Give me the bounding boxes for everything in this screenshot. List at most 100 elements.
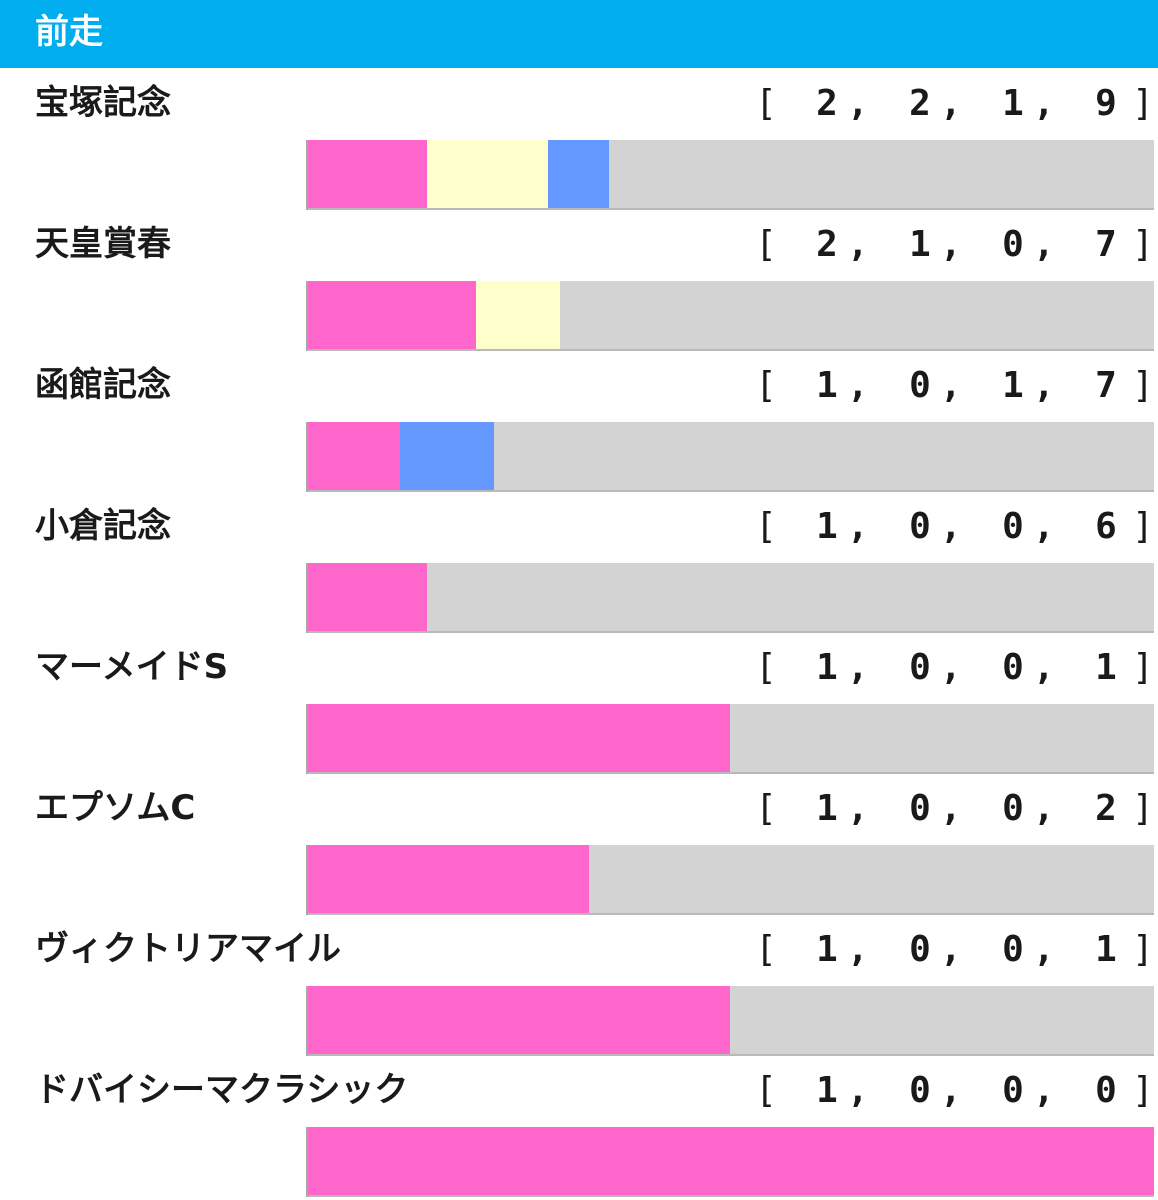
- race-row: エプソムC[1, 0, 0, 2]: [0, 775, 1158, 916]
- record-count: 1: [1095, 646, 1117, 688]
- record-count: 1: [816, 1069, 838, 1111]
- race-name: エプソムC: [35, 788, 196, 828]
- record-open-bracket: [: [755, 223, 777, 265]
- stacked-bar: [306, 563, 1154, 633]
- record-count: 0: [1095, 1069, 1117, 1111]
- record-open-bracket: [: [755, 787, 777, 829]
- stacked-bar: [306, 704, 1154, 774]
- race-row: 宝塚記念[2, 2, 1, 9]: [0, 70, 1158, 211]
- bar-segment-着外: [730, 986, 1154, 1054]
- record-close-bracket: ]: [1132, 1069, 1154, 1111]
- race-row: ヴィクトリアマイル[1, 0, 0, 1]: [0, 916, 1158, 1057]
- record-close-bracket: ]: [1132, 223, 1154, 265]
- record-text: [1, 0, 0, 1]: [755, 642, 1154, 692]
- stacked-bar: [306, 140, 1154, 210]
- bar-segment-2着: [475, 281, 561, 349]
- record-count: 1: [816, 364, 838, 406]
- record-separator: ,: [1033, 787, 1055, 829]
- record-count: 0: [1002, 1069, 1024, 1111]
- record-count: 2: [1095, 787, 1117, 829]
- record-separator: ,: [1033, 928, 1055, 970]
- bar-segment-1着: [306, 845, 589, 913]
- bar-segment-着外: [730, 704, 1154, 772]
- bar-left-edge: [306, 704, 308, 774]
- stacked-bar: [306, 845, 1154, 915]
- record-separator: ,: [847, 646, 869, 688]
- record-count: 1: [816, 505, 838, 547]
- record-text: [1, 0, 0, 0]: [755, 1065, 1154, 1115]
- record-count: 0: [909, 646, 931, 688]
- record-separator: ,: [1033, 223, 1055, 265]
- record-count: 9: [1095, 82, 1117, 124]
- record-separator: ,: [1033, 646, 1055, 688]
- record-text: [2, 2, 1, 9]: [755, 78, 1154, 128]
- race-name: 天皇賞春: [35, 224, 171, 264]
- record-separator: ,: [940, 787, 962, 829]
- record-count: 1: [816, 646, 838, 688]
- record-count: 1: [909, 223, 931, 265]
- record-close-bracket: ]: [1132, 82, 1154, 124]
- bar-segment-3着: [400, 422, 495, 490]
- race-name: 宝塚記念: [35, 83, 171, 123]
- record-separator: ,: [847, 82, 869, 124]
- bar-segment-1着: [306, 140, 428, 208]
- record-count: 2: [909, 82, 931, 124]
- bar-segment-着外: [560, 281, 1154, 349]
- record-close-bracket: ]: [1132, 646, 1154, 688]
- bar-segment-2着: [427, 140, 549, 208]
- record-count: 0: [1002, 787, 1024, 829]
- bar-segment-着外: [494, 422, 1154, 490]
- stacked-bar: [306, 986, 1154, 1056]
- record-close-bracket: ]: [1132, 928, 1154, 970]
- record-close-bracket: ]: [1132, 505, 1154, 547]
- record-text: [1, 0, 0, 1]: [755, 924, 1154, 974]
- stacked-bar: [306, 281, 1154, 351]
- record-count: 0: [1002, 646, 1024, 688]
- race-name: ヴィクトリアマイル: [35, 929, 341, 969]
- record-text: [2, 1, 0, 7]: [755, 219, 1154, 269]
- record-separator: ,: [847, 505, 869, 547]
- record-separator: ,: [1033, 505, 1055, 547]
- record-separator: ,: [940, 928, 962, 970]
- race-row: 小倉記念[1, 0, 0, 6]: [0, 493, 1158, 634]
- record-count: 2: [816, 82, 838, 124]
- record-count: 0: [909, 1069, 931, 1111]
- bar-left-edge: [306, 845, 308, 915]
- record-separator: ,: [940, 505, 962, 547]
- bar-segment-1着: [306, 704, 730, 772]
- record-text: [1, 0, 1, 7]: [755, 360, 1154, 410]
- record-separator: ,: [940, 82, 962, 124]
- record-count: 0: [1002, 928, 1024, 970]
- record-open-bracket: [: [755, 1069, 777, 1111]
- race-name: 小倉記念: [35, 506, 171, 546]
- bar-segment-着外: [427, 563, 1154, 631]
- record-separator: ,: [847, 223, 869, 265]
- record-separator: ,: [1033, 82, 1055, 124]
- record-separator: ,: [847, 364, 869, 406]
- record-open-bracket: [: [755, 364, 777, 406]
- record-open-bracket: [: [755, 505, 777, 547]
- record-count: 0: [909, 928, 931, 970]
- record-count: 1: [1095, 928, 1117, 970]
- race-name: 函館記念: [35, 365, 171, 405]
- record-count: 1: [816, 928, 838, 970]
- record-open-bracket: [: [755, 928, 777, 970]
- record-separator: ,: [940, 223, 962, 265]
- bar-left-edge: [306, 140, 308, 210]
- record-count: 6: [1095, 505, 1117, 547]
- bar-segment-着外: [588, 845, 1154, 913]
- record-count: 0: [1002, 223, 1024, 265]
- record-separator: ,: [847, 787, 869, 829]
- bar-segment-1着: [306, 563, 428, 631]
- record-text: [1, 0, 0, 2]: [755, 783, 1154, 833]
- record-count: 1: [816, 787, 838, 829]
- record-separator: ,: [847, 928, 869, 970]
- record-text: [1, 0, 0, 6]: [755, 501, 1154, 551]
- bar-segment-3着: [548, 140, 609, 208]
- record-count: 0: [909, 505, 931, 547]
- bar-left-edge: [306, 422, 308, 492]
- record-count: 2: [816, 223, 838, 265]
- record-open-bracket: [: [755, 646, 777, 688]
- bar-segment-1着: [306, 986, 730, 1054]
- stacked-bar: [306, 1127, 1154, 1197]
